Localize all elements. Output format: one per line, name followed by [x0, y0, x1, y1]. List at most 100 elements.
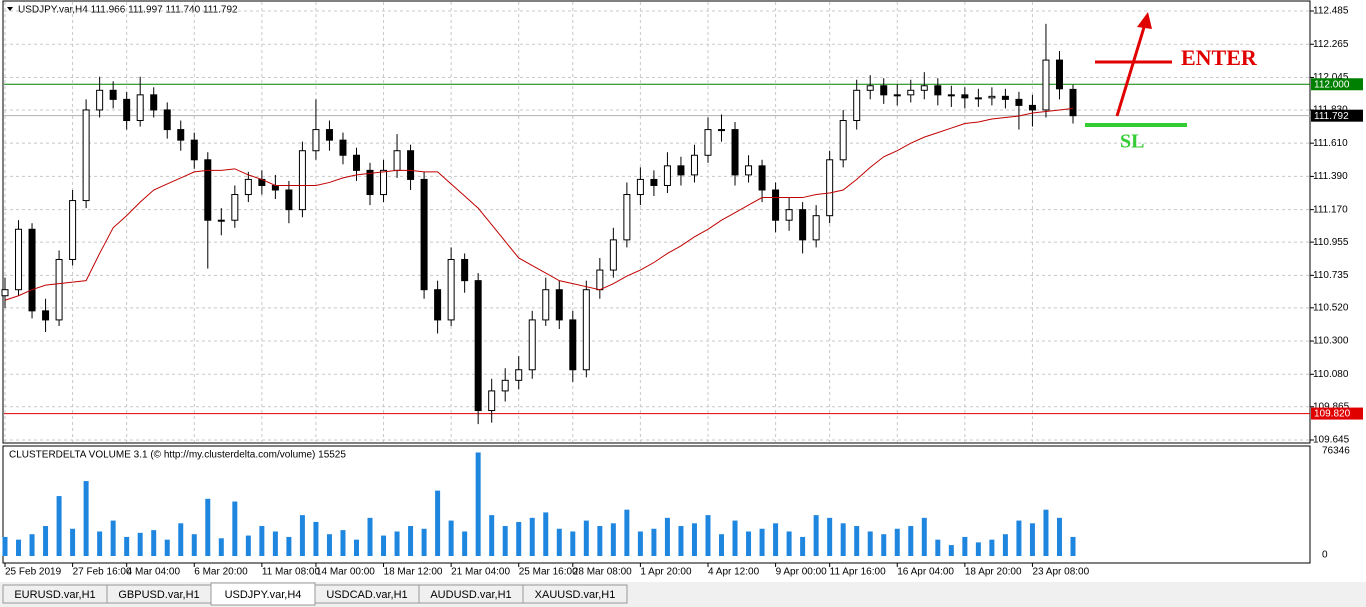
- candle-body: [393, 150, 401, 171]
- candle-body: [880, 85, 888, 96]
- volume-bar: [759, 528, 765, 556]
- tab-label[interactable]: USDJPY.var,H4: [225, 589, 302, 601]
- candle-body: [271, 184, 279, 191]
- volume-bar: [867, 531, 873, 556]
- volume-bar: [827, 517, 833, 556]
- volume-bar: [773, 523, 779, 556]
- volume-bar: [1043, 509, 1049, 556]
- tab[interactable]: [522, 584, 628, 604]
- tab-label[interactable]: XAUUSD.var,H1: [535, 589, 616, 601]
- volume-bar: [462, 531, 468, 556]
- candle-body: [866, 85, 874, 91]
- candle-body: [55, 258, 63, 321]
- candle-body: [474, 280, 482, 412]
- volume-bar: [191, 534, 197, 556]
- candle-body: [974, 97, 982, 100]
- volume-bar: [435, 490, 441, 556]
- volume-bar: [678, 526, 684, 556]
- volume-bar: [313, 521, 319, 556]
- plot-layer: 112.485112.265112.045111.830111.610111.3…: [1, 2, 1363, 578]
- y-tick-label: 109.865: [1313, 401, 1350, 412]
- candle-body: [772, 189, 780, 221]
- volume-bar: [29, 534, 35, 556]
- candle-body: [461, 258, 469, 282]
- candle-body: [1069, 88, 1077, 117]
- tab-label[interactable]: AUDUSD.var,H1: [430, 589, 511, 601]
- volume-bar: [705, 515, 711, 556]
- x-tick-label: 4 Apr 12:00: [708, 567, 760, 578]
- volume-bar: [840, 523, 846, 556]
- volume-bar: [1070, 536, 1076, 556]
- volume-bar: [205, 498, 211, 556]
- volume-bar: [272, 531, 278, 556]
- volume-frame: [2, 445, 1311, 564]
- candle-body: [352, 154, 360, 171]
- volume-bar: [151, 530, 157, 556]
- x-tick-label: 11 Mar 08:00: [262, 567, 321, 578]
- candle-body: [82, 109, 90, 202]
- volume-bar: [583, 520, 589, 556]
- candle-body: [690, 154, 698, 176]
- volume-bar: [989, 539, 995, 556]
- volume-bar: [854, 526, 860, 556]
- volume-bar: [83, 481, 89, 556]
- price-frame: [2, 0, 1311, 444]
- candle-body: [812, 215, 820, 241]
- candle-body: [28, 228, 36, 312]
- candle-body: [636, 178, 644, 196]
- volume-bar: [137, 532, 143, 556]
- tab-label[interactable]: EURUSD.var,H1: [14, 589, 95, 601]
- candle-body: [1055, 59, 1063, 90]
- enter-label: ENTER: [1181, 45, 1258, 70]
- candle-body: [582, 289, 590, 371]
- volume-bar: [489, 515, 495, 556]
- y-tick-label: 110.520: [1313, 302, 1349, 313]
- candle-body: [731, 129, 739, 176]
- volume-bar: [921, 517, 927, 556]
- y-tick-label: 110.300: [1313, 336, 1349, 347]
- level-label: 111.792: [1314, 111, 1349, 122]
- x-tick-label: 6 Mar 20:00: [194, 567, 248, 578]
- volume-bar: [367, 517, 373, 556]
- candle-body: [150, 94, 158, 111]
- candle-body: [893, 94, 901, 97]
- y-tick-label: 109.645: [1313, 435, 1350, 446]
- volume-bar: [908, 526, 914, 556]
- volume-bar: [881, 534, 887, 556]
- level-box: [1311, 407, 1363, 420]
- candle-body: [109, 89, 117, 100]
- candle-body: [163, 109, 171, 131]
- x-tick-label: 9 Apr 00:00: [776, 567, 828, 578]
- candle-body: [366, 169, 374, 196]
- candle-body: [123, 98, 131, 122]
- candle-body: [947, 94, 955, 97]
- volume-bar: [394, 531, 400, 556]
- candle-body: [204, 159, 212, 221]
- indicator-title: CLUSTERDELTA VOLUME 3.1 (© http://my.clu…: [9, 450, 346, 461]
- x-tick-label: 14 Mar 00:00: [316, 567, 375, 578]
- volume-bar: [516, 521, 522, 556]
- candle-body: [988, 95, 996, 99]
- candle-body: [380, 169, 388, 196]
- volume-bar: [340, 530, 346, 556]
- candle-body: [718, 129, 726, 132]
- candle-body: [501, 379, 509, 392]
- y-tick-label: 110.080: [1313, 369, 1349, 380]
- x-tick-label: 25 Feb 2019: [5, 567, 62, 578]
- candle-body: [298, 150, 306, 211]
- volume-bar: [732, 520, 738, 556]
- tab-label[interactable]: GBPUSD.var,H1: [118, 589, 199, 601]
- candle-body: [217, 219, 225, 222]
- volume-bar: [2, 536, 8, 556]
- candle-body: [920, 85, 928, 91]
- tab-label[interactable]: USDCAD.var,H1: [326, 589, 407, 601]
- volume-bar: [299, 515, 305, 556]
- volume-bar: [408, 526, 414, 556]
- volume-bar: [651, 528, 657, 556]
- candle-body: [663, 165, 671, 186]
- volume-bar: [381, 535, 387, 556]
- candle-body: [785, 209, 793, 221]
